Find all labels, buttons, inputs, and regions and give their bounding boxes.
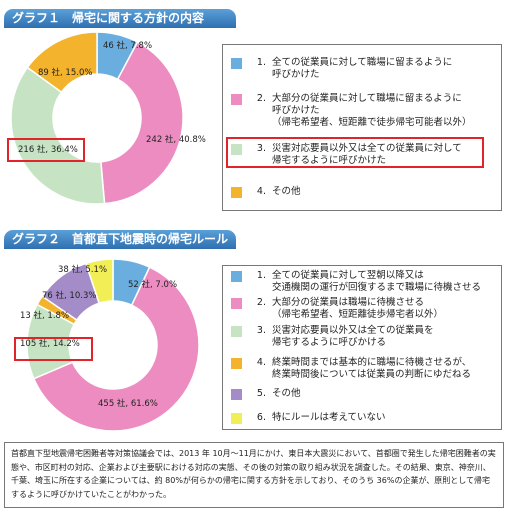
pie-slice-4 xyxy=(26,31,98,94)
chart2-legend-item-5: 5. その他 xyxy=(231,388,495,400)
slice-label-3: 105 社, 14.2% xyxy=(20,338,80,349)
slice-label-6: 38 社, 5.1% xyxy=(58,264,107,275)
chart2-title: グラフ２ 首都直下地震時の帰宅ルール xyxy=(4,230,236,249)
legend-swatch xyxy=(231,358,242,369)
pie-slice-2 xyxy=(32,266,200,432)
legend-swatch xyxy=(231,413,242,424)
chart1-legend-item-2: 2. 大部分の従業員に対して職場に留まるように 呼びかけた （帰宅希望者、短距離… xyxy=(231,93,495,129)
chart1-legend-item-1: 1. 全ての従業員に対して職場に留まるように 呼びかけた xyxy=(231,57,495,81)
chart2-legend-item-4: 4. 終業時間までは基本的に職場に待機させるが、 終業時間後については従業員の判… xyxy=(231,357,495,381)
pie-slice-3 xyxy=(10,66,106,205)
legend-swatch xyxy=(231,389,242,400)
slice-label-3: 216 社, 36.4% xyxy=(18,144,78,155)
legend-swatch xyxy=(231,58,242,69)
legend-swatch xyxy=(231,144,242,155)
chart2-highlight-box xyxy=(14,337,93,361)
slice-label-1: 46 社, 7.8% xyxy=(103,40,152,51)
chart2-legend-item-2: 2. 大部分の従業員は職場に待機させる （帰宅希望者、短距離徒歩帰宅者以外） xyxy=(231,297,495,321)
chart1-legend-highlight-box xyxy=(226,137,484,168)
slice-label-2: 455 社, 61.6% xyxy=(98,398,158,409)
legend-swatch xyxy=(231,326,242,337)
chart1-donut: 46 社, 7.8% 242 社, 40.8% 216 社, 36.4% 89 社, … xyxy=(10,31,206,205)
survey-note: 首都直下型地震帰宅困難者等対策協議会では、2013 年 10月～11月にかけ、東… xyxy=(4,442,504,508)
slice-label-4: 89 社, 15.0% xyxy=(38,67,92,78)
legend-swatch xyxy=(231,298,242,309)
chart2-legend: 1. 全ての従業員に対して翌朝以降又は 交通機関の運行が回復するまで職場に待機さ… xyxy=(222,265,502,430)
pie-slice-6 xyxy=(84,258,114,305)
chart1-legend-item-4: 4. その他 xyxy=(231,186,495,198)
slice-label-1: 52 社, 7.0% xyxy=(128,279,177,290)
legend-swatch xyxy=(231,94,242,105)
chart2-legend-item-6: 6. 特にルールは考えていない xyxy=(231,412,495,424)
chart1-legend: 1. 全ての従業員に対して職場に留まるように 呼びかけた 2. 大部分の従業員に… xyxy=(222,44,502,211)
slice-label-2: 242 社, 40.8% xyxy=(146,134,206,145)
pie-slice-2 xyxy=(100,41,184,205)
slice-label-4: 13 社, 1.8% xyxy=(20,310,69,321)
chart1-highlight-box xyxy=(7,138,85,162)
chart1-legend-item-3: 3. 災害対応要員以外又は全ての従業員に対して 帰宅するように呼びかけた xyxy=(231,143,495,167)
slice-label-5: 76 社, 10.3% xyxy=(42,290,96,301)
legend-swatch xyxy=(231,271,242,282)
chart2-legend-item-3: 3. 災害対応要員以外又は全ての従業員を 帰宅するように呼びかける xyxy=(231,325,495,349)
chart1-title: グラフ１ 帰宅に関する方針の内容 xyxy=(4,9,236,28)
legend-swatch xyxy=(231,187,242,198)
chart2-legend-item-1: 1. 全ての従業員に対して翌朝以降又は 交通機関の運行が回復するまで職場に待機さ… xyxy=(231,270,495,294)
